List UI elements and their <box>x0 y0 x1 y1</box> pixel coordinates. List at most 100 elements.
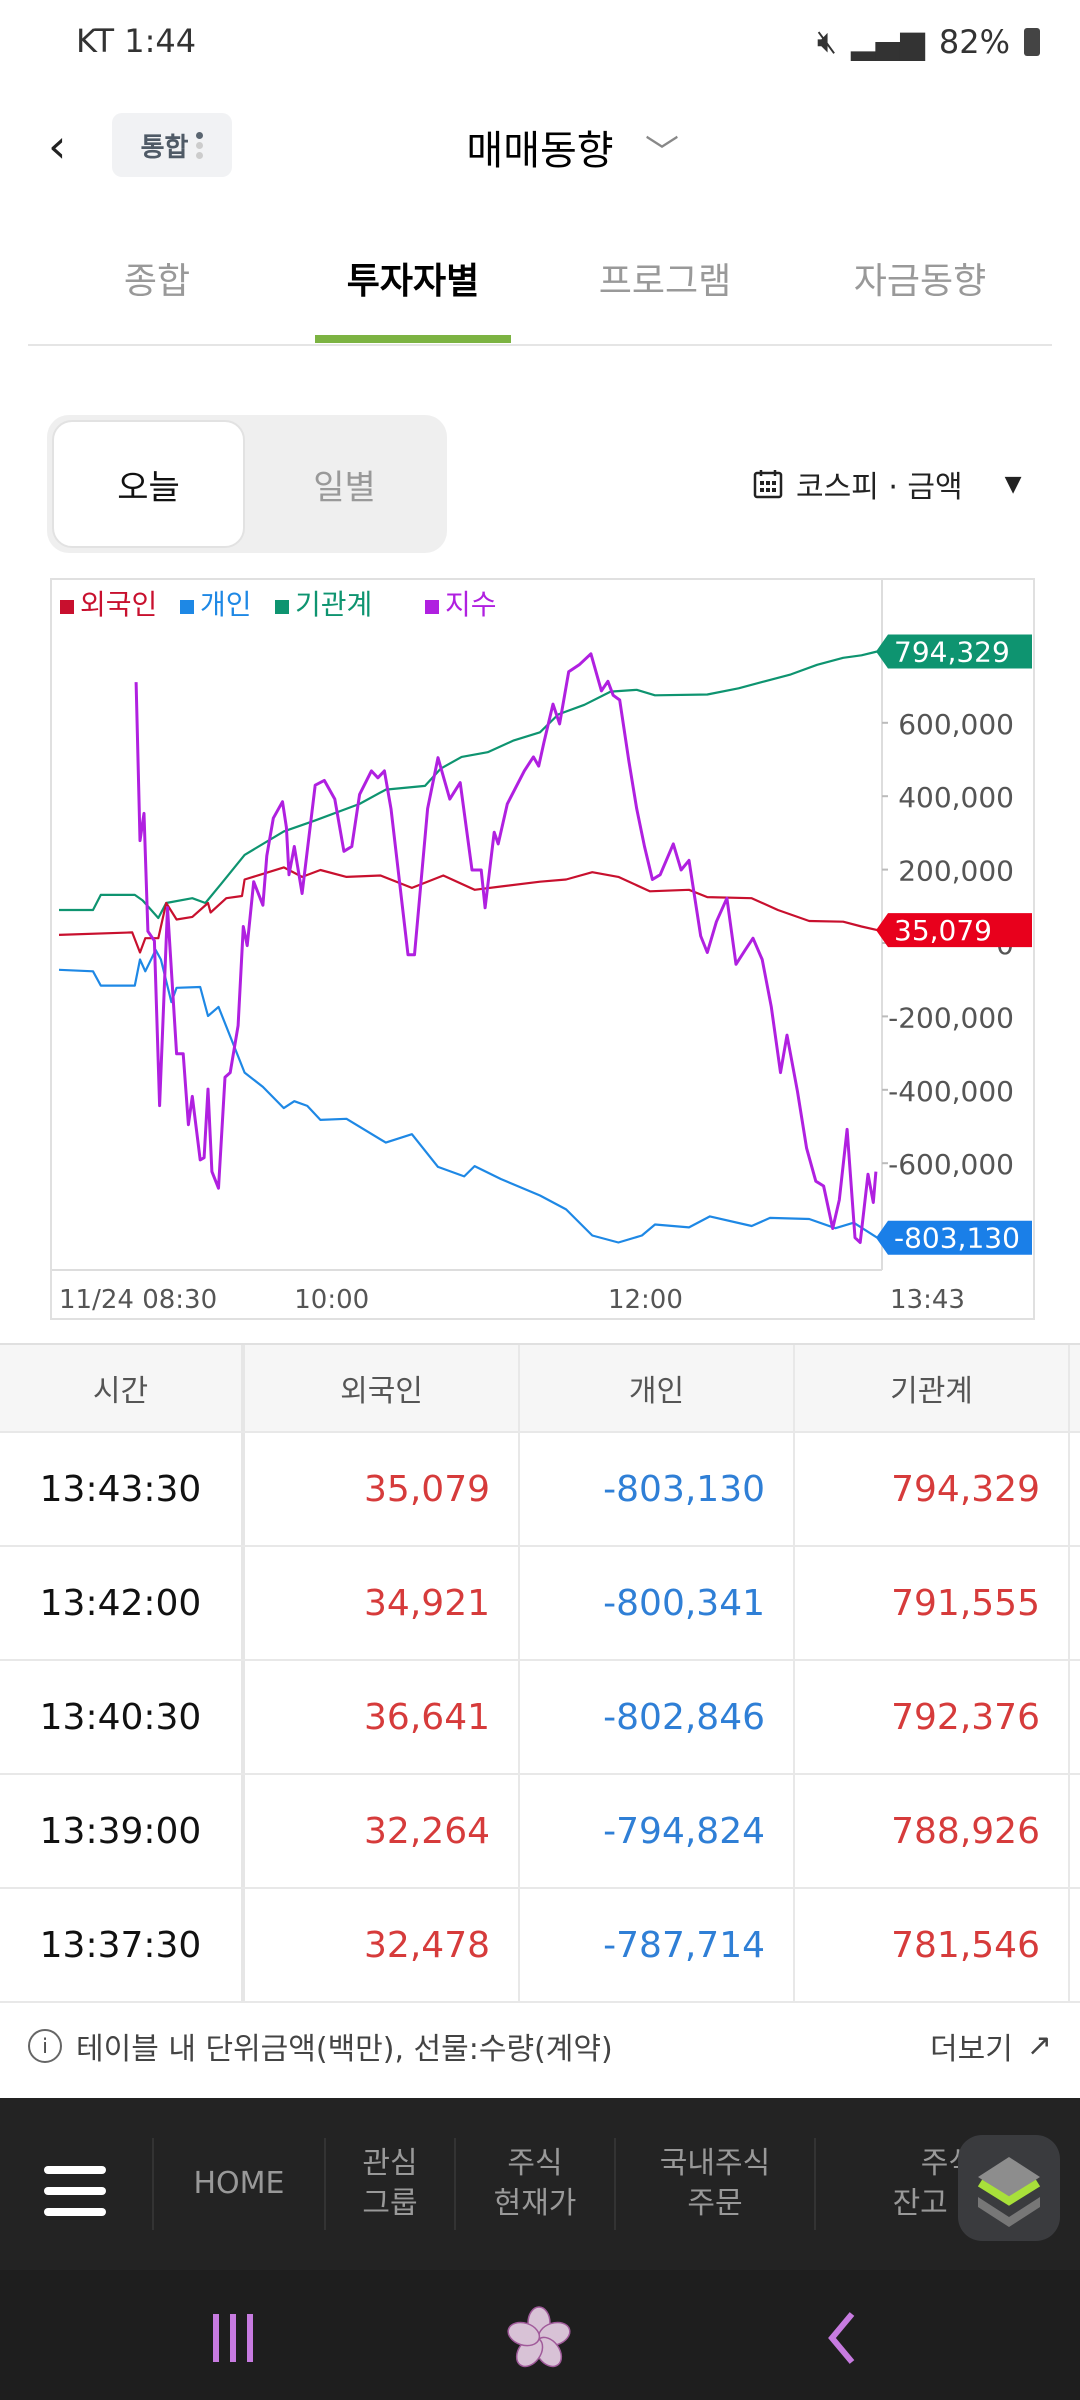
cell-foreign: 35,079 <box>245 1433 520 1545</box>
legend-item: 지수 <box>425 588 497 621</box>
y-tick-label: -400,000 <box>888 1075 1014 1108</box>
layers-icon <box>977 2157 1041 2227</box>
legend-label: 외국인 <box>80 588 157 621</box>
legend-label: 기관계 <box>295 588 372 621</box>
end-value-badge <box>876 1220 1032 1255</box>
cell-time: 13:39:00 <box>0 1775 245 1887</box>
investor-flow-chart: 600,000400,000200,0000-200,000-400,000-6… <box>50 578 1035 1320</box>
cell-foreign: 34,921 <box>245 1547 520 1659</box>
divider <box>28 344 1052 346</box>
badge-label: 통합 <box>140 132 189 163</box>
x-tick-label: 11/24 08:30 <box>59 1285 217 1315</box>
tab-fund-flow[interactable]: 자금동향 <box>853 261 987 302</box>
cell-foreign: 32,478 <box>245 1889 520 2001</box>
end-value-label: -803,130 <box>894 1222 1020 1255</box>
y-tick-label: -600,000 <box>888 1148 1014 1181</box>
legend-item: 개인 <box>180 588 252 621</box>
nav-watch-group[interactable]: 관심 그룹 <box>324 2138 454 2230</box>
layers-button[interactable] <box>958 2135 1060 2241</box>
series-line-index <box>134 652 878 1244</box>
x-tick-label: 10:00 <box>294 1285 369 1315</box>
cell-time: 13:40:30 <box>0 1661 245 1773</box>
cell-foreign: 36,641 <box>245 1661 520 1773</box>
segment-today[interactable]: 오늘 <box>52 420 245 548</box>
dropdown-triangle-icon: ▼ <box>1004 471 1022 497</box>
bottom-menu: HOME 관심 그룹 주식 현재가 국내주식 주문 주식 잔고 · 손 <box>0 2098 1080 2270</box>
hamburger-menu-icon[interactable] <box>44 2166 106 2229</box>
end-value-badge <box>876 913 1032 948</box>
y-tick-label: 200,000 <box>898 855 1014 888</box>
cell-individual: -794,824 <box>520 1775 795 1887</box>
integrated-badge-button[interactable]: 통합 <box>112 113 232 177</box>
series-line-individual <box>58 948 878 1244</box>
calendar-icon <box>753 470 783 499</box>
battery-icon <box>1024 27 1040 56</box>
table-row[interactable]: 13:40:30 36,641 -802,846 792,376 <box>0 1661 1080 1775</box>
x-tick-label: 12:00 <box>608 1285 683 1315</box>
cell-institution: 792,376 <box>795 1661 1070 1773</box>
legend-label: 개인 <box>200 588 252 621</box>
cell-foreign: 32,264 <box>245 1775 520 1887</box>
end-value-label: 35,079 <box>894 914 992 947</box>
x-tick-label: 13:43 <box>890 1285 965 1315</box>
more-link[interactable]: 더보기 ↗ <box>930 2024 1052 2068</box>
recent-apps-icon[interactable] <box>208 2310 258 2366</box>
nav-domestic-order[interactable]: 국내주식 주문 <box>614 2138 814 2230</box>
y-tick-label: 600,000 <box>898 708 1014 741</box>
cell-institution: 788,926 <box>795 1775 1070 1887</box>
table-row[interactable]: 13:42:00 34,921 -800,341 791,555 <box>0 1547 1080 1661</box>
page-title[interactable]: 매매동향 <box>466 128 614 174</box>
tab-summary[interactable]: 종합 <box>123 261 191 302</box>
cell-time: 13:37:30 <box>0 1889 245 2001</box>
external-link-icon: ↗ <box>1026 2028 1052 2063</box>
end-value-label: 794,329 <box>894 635 1010 668</box>
signal-icon: ▂▄▆ <box>851 22 925 61</box>
legend-item: 외국인 <box>60 588 157 621</box>
segment-daily[interactable]: 일별 <box>313 467 376 508</box>
back-button[interactable]: ‹ <box>48 119 67 173</box>
legend-swatch <box>275 600 289 614</box>
cell-time: 13:42:00 <box>0 1547 245 1659</box>
active-tab-indicator <box>315 335 511 343</box>
battery-level: 82% <box>938 22 1010 61</box>
cell-individual: -803,130 <box>520 1433 795 1545</box>
investor-table: 시간 외국인 개인 기관계 13:43:30 35,079 -803,130 794,… <box>0 1343 1080 2003</box>
chevron-down-icon[interactable]: ﹀ <box>645 133 679 173</box>
series-line-institution <box>59 650 878 920</box>
legend-swatch <box>60 600 74 614</box>
market-filter-dropdown[interactable]: 코스피 · 금액 ▼ <box>752 462 1022 506</box>
tab-by-investor[interactable]: 투자자별 <box>346 261 480 302</box>
cell-individual: -802,846 <box>520 1661 795 1773</box>
y-tick-label: 400,000 <box>898 781 1014 814</box>
series-line-foreign <box>58 866 878 954</box>
legend-swatch <box>180 600 194 614</box>
back-nav-icon[interactable] <box>822 2310 862 2366</box>
table-row[interactable]: 13:37:30 32,478 -787,714 781,546 <box>0 1889 1080 2003</box>
cell-individual: -787,714 <box>520 1889 795 2001</box>
more-dots-icon <box>196 131 204 159</box>
info-bar: i 테이블 내 단위금액(백만), 선물:수량(계약) 더보기 ↗ <box>0 1993 1080 2098</box>
period-segment: 오늘 일별 <box>47 415 447 553</box>
cell-time: 13:43:30 <box>0 1433 245 1545</box>
nav-home[interactable]: HOME <box>152 2138 324 2230</box>
legend-swatch <box>425 600 439 614</box>
cell-institution: 781,546 <box>795 1889 1070 2001</box>
table-row[interactable]: 13:43:30 35,079 -803,130 794,329 <box>0 1433 1080 1547</box>
more-label: 더보기 <box>930 2031 1013 2067</box>
info-icon: i <box>28 2028 62 2063</box>
cell-institution: 794,329 <box>795 1433 1070 1545</box>
nav-stock-price[interactable]: 주식 현재가 <box>454 2138 614 2230</box>
legend-item: 기관계 <box>275 588 372 621</box>
chart-svg: 600,000400,000200,0000-200,000-400,000-6… <box>52 580 1032 1315</box>
y-tick-label: -200,000 <box>888 1001 1014 1034</box>
filter-label: 코스피 · 금액 <box>796 470 963 505</box>
status-bar: KT 1:44 🔇︎ ▂▄▆ 82% <box>0 0 1080 90</box>
tab-program[interactable]: 프로그램 <box>598 261 732 302</box>
end-value-badge <box>876 634 1032 669</box>
cell-individual: -800,341 <box>520 1547 795 1659</box>
header-institution: 기관계 <box>795 1345 1070 1431</box>
home-flower-icon[interactable] <box>503 2306 575 2372</box>
table-row[interactable]: 13:39:00 32,264 -794,824 788,926 <box>0 1775 1080 1889</box>
cell-institution: 791,555 <box>795 1547 1070 1659</box>
unit-note: 테이블 내 단위금액(백만), 선물:수량(계약) <box>76 2031 613 2067</box>
